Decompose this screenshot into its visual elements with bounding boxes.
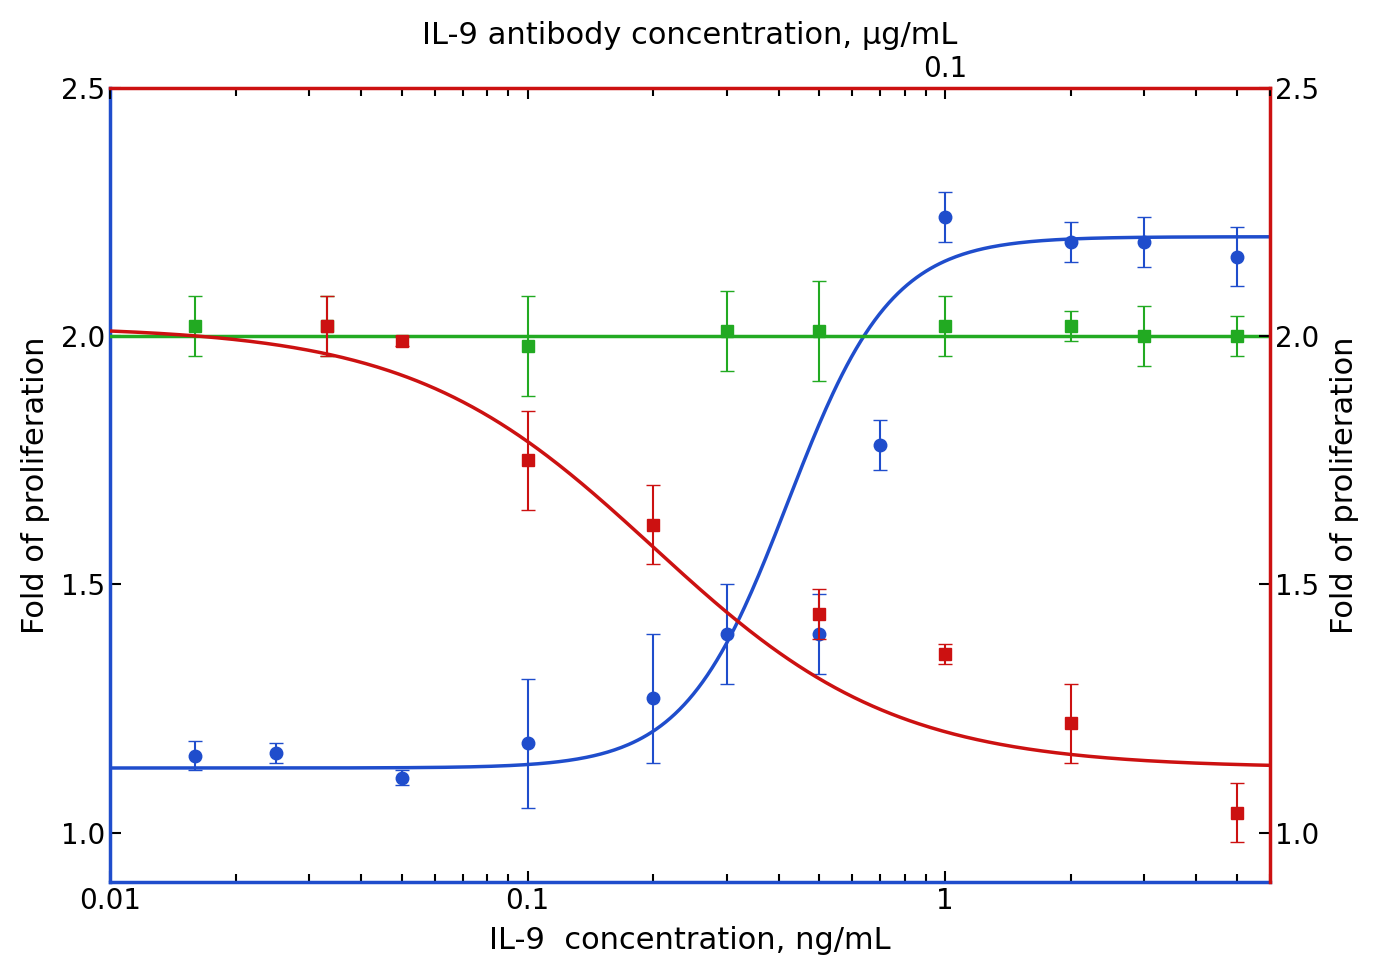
Y-axis label: Fold of proliferation: Fold of proliferation	[21, 337, 50, 633]
Y-axis label: Fold of proliferation: Fold of proliferation	[1330, 337, 1359, 633]
X-axis label: IL-9  concentration, ng/mL: IL-9 concentration, ng/mL	[489, 926, 891, 956]
X-axis label: IL-9 antibody concentration, μg/mL: IL-9 antibody concentration, μg/mL	[422, 20, 958, 50]
